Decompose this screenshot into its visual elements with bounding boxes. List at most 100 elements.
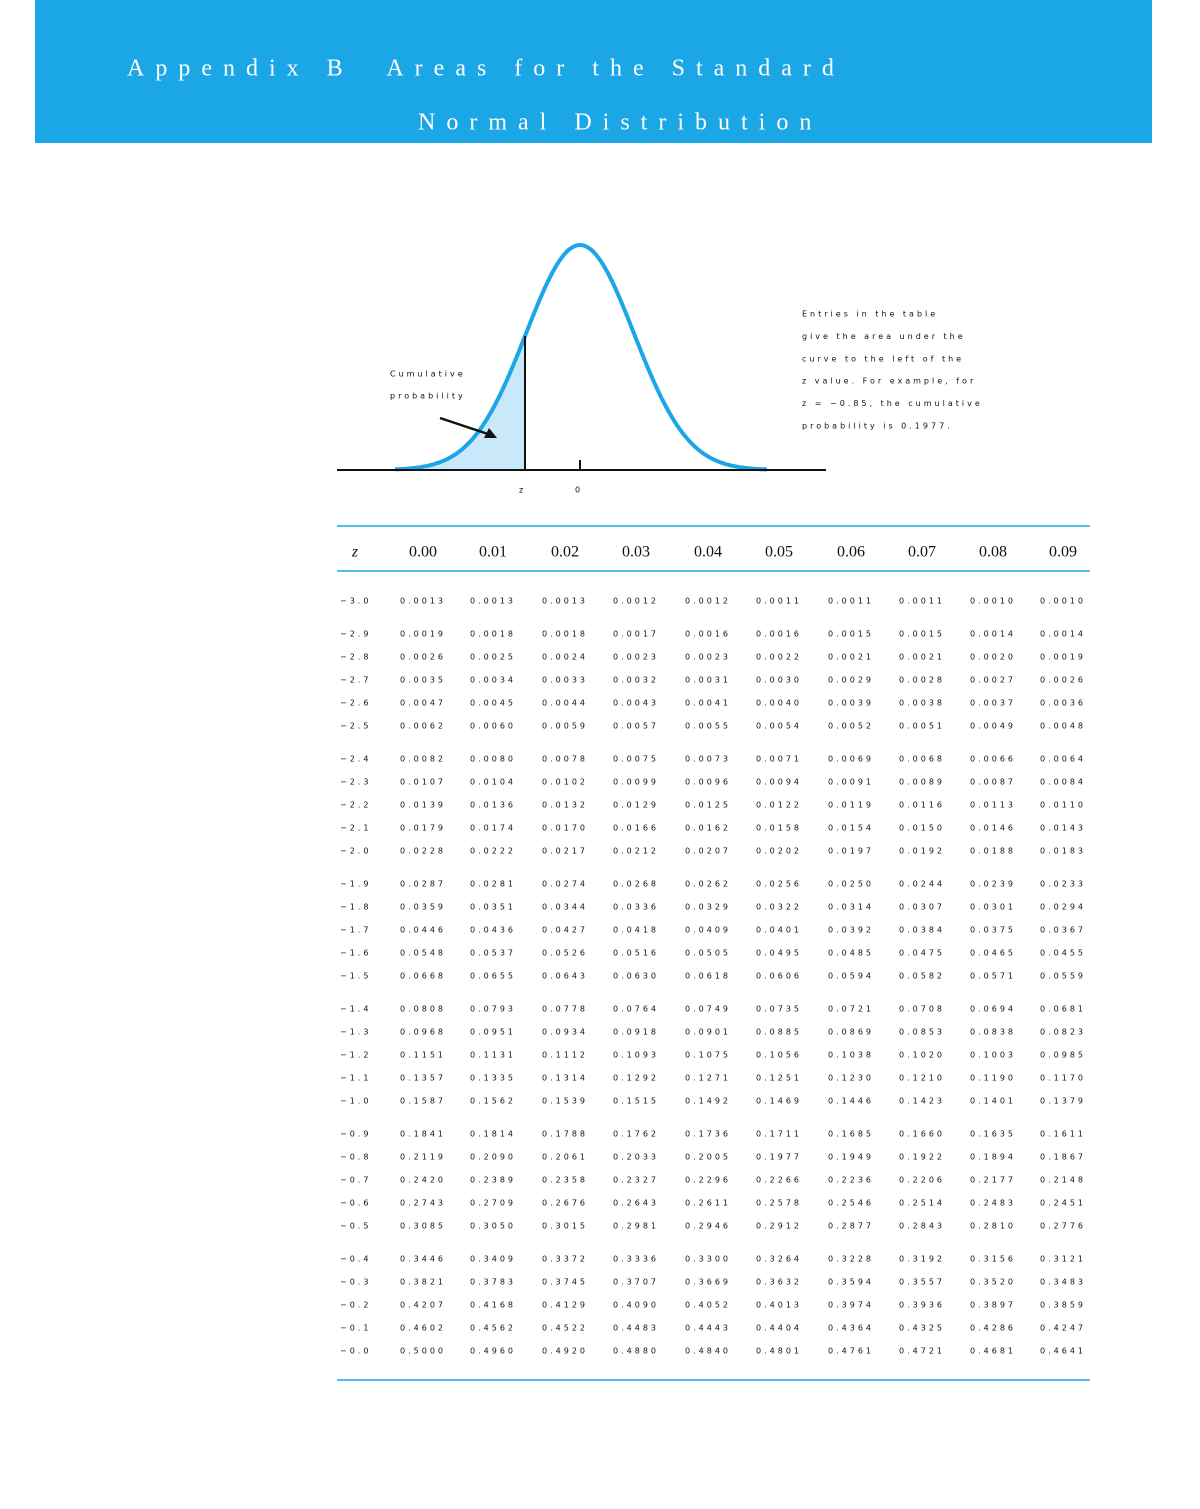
cumulative-label: probability (390, 392, 466, 401)
table-cell: 0.0037 (970, 699, 1016, 708)
table-cell: 0.0239 (970, 880, 1016, 889)
table-cell: 0.0032 (613, 676, 659, 685)
table-cell: 0.0073 (685, 755, 731, 764)
table-cell: 0.0045 (470, 699, 516, 708)
title-line-1: Appendix B Areas for the Standard (127, 56, 845, 82)
table-cell: 0.0060 (470, 722, 516, 731)
table-cell: 0.0166 (613, 824, 659, 833)
table-cell: 0.0015 (828, 630, 874, 639)
table-cell: 0.0113 (970, 801, 1016, 810)
table-cell: 0.3446 (400, 1255, 446, 1264)
table-cell: 0.0475 (899, 949, 945, 958)
table-cell: 0.0455 (1040, 949, 1086, 958)
row-label: −0.7 (340, 1176, 371, 1185)
table-cell: 0.3015 (542, 1222, 588, 1231)
row-label: −1.0 (340, 1097, 371, 1106)
table-cell: 0.2327 (613, 1176, 659, 1185)
table-cell: 0.0125 (685, 801, 731, 810)
table-cell: 0.0336 (613, 903, 659, 912)
table-cell: 0.0188 (970, 847, 1016, 856)
table-cell: 0.0505 (685, 949, 731, 958)
table-cell: 0.2061 (542, 1153, 588, 1162)
table-cell: 0.0013 (542, 597, 588, 606)
table-cell: 0.4090 (613, 1301, 659, 1310)
table-cell: 0.0281 (470, 880, 516, 889)
table-cell: 0.2119 (400, 1153, 446, 1162)
note-line: curve to the left of the (802, 354, 964, 363)
column-header: 0.06 (837, 544, 865, 561)
table-cell: 0.0495 (756, 949, 802, 958)
table-cell: 0.1660 (899, 1130, 945, 1139)
table-cell: 0.0119 (828, 801, 874, 810)
column-header: 0.00 (409, 544, 437, 561)
table-cell: 0.0052 (828, 722, 874, 731)
table-cell: 0.0011 (756, 597, 802, 606)
table-cell: 0.0526 (542, 949, 588, 958)
table-cell: 0.2877 (828, 1222, 874, 1231)
row-label: −2.1 (340, 824, 371, 833)
zero-label: 0 (575, 486, 583, 495)
table-cell: 0.1562 (470, 1097, 516, 1106)
table-cell: 0.0344 (542, 903, 588, 912)
table-cell: 0.0057 (613, 722, 659, 731)
table-cell: 0.1075 (685, 1051, 731, 1060)
table-cell: 0.0102 (542, 778, 588, 787)
row-label: −1.9 (340, 880, 371, 889)
row-label: −0.6 (340, 1199, 371, 1208)
table-cell: 0.2148 (1040, 1176, 1086, 1185)
table-cell: 0.0051 (899, 722, 945, 731)
cumulative-label: Cumulative (390, 370, 466, 379)
table-cell: 0.0010 (1040, 597, 1086, 606)
table-cell: 0.3821 (400, 1278, 446, 1287)
table-cell: 0.4522 (542, 1324, 588, 1333)
table-cell: 0.1515 (613, 1097, 659, 1106)
table-cell: 0.0023 (685, 653, 731, 662)
row-label: −0.5 (340, 1222, 371, 1231)
table-cell: 0.1251 (756, 1074, 802, 1083)
row-label: −2.6 (340, 699, 371, 708)
table-cell: 0.0094 (756, 778, 802, 787)
table-cell: 0.0262 (685, 880, 731, 889)
table-cell: 0.0069 (828, 755, 874, 764)
table-cell: 0.0174 (470, 824, 516, 833)
table-cell: 0.3897 (970, 1301, 1016, 1310)
note-line: z value. For example, for (802, 377, 976, 386)
table-cell: 0.1170 (1040, 1074, 1086, 1083)
column-header: 0.02 (551, 544, 579, 561)
table-cell: 0.0036 (1040, 699, 1086, 708)
table-cell: 0.0197 (828, 847, 874, 856)
table-cell: 0.2090 (470, 1153, 516, 1162)
column-header: 0.07 (908, 544, 936, 561)
table-cell: 0.0026 (400, 653, 446, 662)
table-cell: 0.0233 (1040, 880, 1086, 889)
table-cell: 0.0019 (400, 630, 446, 639)
table-cell: 0.2296 (685, 1176, 731, 1185)
table-cell: 0.0228 (400, 847, 446, 856)
table-cell: 0.0028 (899, 676, 945, 685)
column-header: 0.09 (1049, 544, 1077, 561)
table-cell: 0.2358 (542, 1176, 588, 1185)
table-cell: 0.2676 (542, 1199, 588, 1208)
table-cell: 0.1587 (400, 1097, 446, 1106)
table-cell: 0.0307 (899, 903, 945, 912)
table-cell: 0.1003 (970, 1051, 1016, 1060)
table-cell: 0.0122 (756, 801, 802, 810)
table-cell: 0.2709 (470, 1199, 516, 1208)
table-cell: 0.0287 (400, 880, 446, 889)
table-cell: 0.0778 (542, 1005, 588, 1014)
table-cell: 0.3300 (685, 1255, 731, 1264)
row-label: −2.0 (340, 847, 371, 856)
table-cell: 0.0537 (470, 949, 516, 958)
table-cell: 0.0055 (685, 722, 731, 731)
row-label: −1.2 (340, 1051, 371, 1060)
table-cell: 0.0035 (400, 676, 446, 685)
table-cell: 0.2776 (1040, 1222, 1086, 1231)
table-cell: 0.5000 (400, 1347, 446, 1356)
table-cell: 0.0951 (470, 1028, 516, 1037)
table-cell: 0.0041 (685, 699, 731, 708)
row-label: −2.4 (340, 755, 371, 764)
table-cell: 0.1736 (685, 1130, 731, 1139)
table-cell: 0.1423 (899, 1097, 945, 1106)
table-cell: 0.4840 (685, 1347, 731, 1356)
table-cell: 0.4641 (1040, 1347, 1086, 1356)
